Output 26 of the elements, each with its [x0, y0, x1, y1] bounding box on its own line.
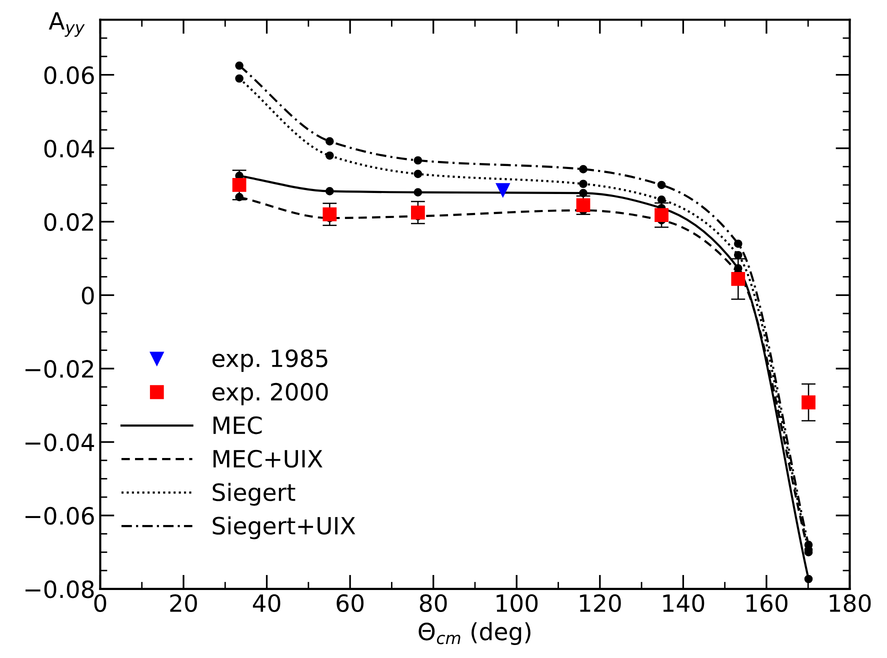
x-tick-label: 0 [94, 594, 106, 612]
legend-label: Siegert [212, 482, 296, 506]
x-tick-label: 40 [252, 594, 280, 612]
y-tick-label: 0.06 [44, 66, 94, 84]
y-axis-title: A$_{yy}$ [48, 12, 85, 37]
x-tick-label: 180 [830, 594, 871, 612]
x-axis-title: Θ$_{cm}$ (deg) [418, 622, 530, 646]
y-tick-label: 0 [82, 286, 94, 304]
legend-label: MEC [214, 416, 262, 434]
x-tick-label: 140 [663, 594, 704, 612]
x-tick-label: 120 [580, 594, 621, 612]
legend-label: exp. 2000 [212, 382, 328, 406]
y-tick-label: −0.08 [26, 580, 94, 598]
legend-label: Siegert+UIX [212, 516, 356, 540]
x-tick-label: 160 [746, 594, 788, 612]
y-tick-label: −0.06 [26, 506, 94, 525]
x-tick-label: 60 [336, 594, 364, 612]
legend-label: MEC+UIX [214, 450, 322, 468]
x-tick-label: 80 [420, 594, 447, 612]
legend-label: exp. 1985 [212, 349, 328, 372]
y-tick-label: −0.02 [26, 360, 94, 378]
x-tick-label: 20 [170, 594, 197, 612]
x-tick-label: 100 [496, 594, 538, 612]
y-tick-label: 0.02 [44, 213, 94, 232]
y-tick-label: −0.04 [26, 433, 94, 452]
y-tick-label: 0.04 [44, 140, 94, 158]
